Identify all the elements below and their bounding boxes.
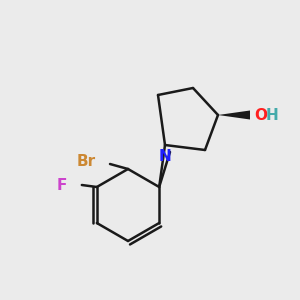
- Text: N: N: [159, 149, 171, 164]
- Polygon shape: [218, 110, 250, 119]
- Text: O: O: [254, 107, 267, 122]
- Text: H: H: [266, 107, 279, 122]
- Text: F: F: [56, 178, 67, 193]
- Text: Br: Br: [77, 154, 96, 169]
